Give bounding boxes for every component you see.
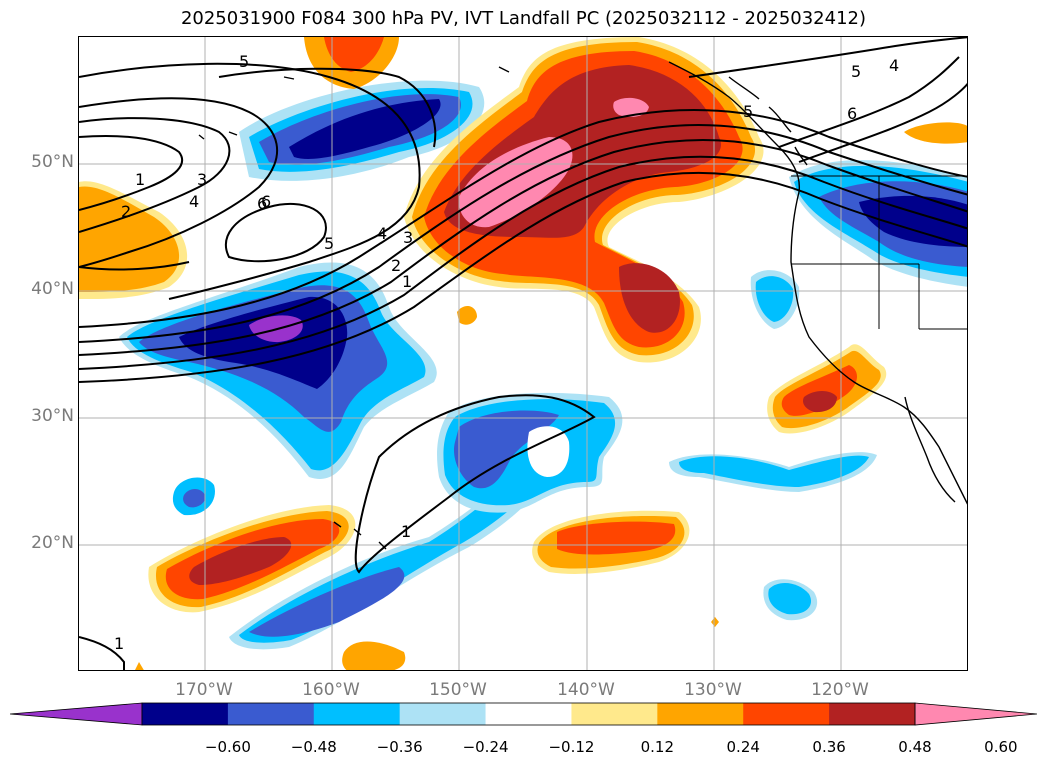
shade-neg-north-4 [289, 99, 441, 159]
colorbar-tick-label: −0.36 [376, 738, 423, 756]
colorbar-tick-label: −0.12 [548, 738, 595, 756]
shade-pos-tr [904, 122, 967, 144]
shade-neg-ne-4 [859, 195, 967, 247]
contour-label: 1 [114, 634, 124, 653]
contour-label: 2 [121, 202, 131, 221]
colorbar-segment [485, 703, 572, 725]
shade-pos-socal-3 [781, 365, 857, 416]
lon-label: 130°W [684, 680, 742, 700]
shade-neg-coast-2 [755, 276, 794, 322]
contour-label: 5 [324, 234, 334, 253]
shade-neg-center-hole [527, 426, 570, 477]
contour-label: 1 [402, 272, 412, 291]
contour-label: 3 [403, 228, 413, 247]
gridlines [79, 37, 967, 670]
lat-label: 30°N [31, 406, 74, 426]
shade-neg-small-2 [183, 489, 206, 508]
lat-label: 20°N [31, 533, 74, 553]
colorbar [10, 702, 1037, 726]
colorbar-tick-label: 0.60 [984, 738, 1018, 756]
colorbar-segment [399, 703, 487, 725]
pv-contours [79, 37, 967, 670]
contour-label: 4 [889, 56, 899, 75]
colorbar-tick-label: 0.24 [726, 738, 760, 756]
shade-neg-sw-3 [249, 567, 405, 637]
contour-label: 6 [261, 192, 271, 211]
contour-label: 5 [239, 52, 249, 71]
shade-pos-left-bottom [135, 662, 144, 670]
shade-pos-main-7 [613, 97, 649, 117]
colorbar-extend-high [914, 702, 1037, 726]
colorbar-tick-label: 0.48 [898, 738, 932, 756]
lon-label: 140°W [557, 680, 615, 700]
coastlines [198, 61, 967, 550]
shade-pos-dot [711, 617, 719, 627]
contour-label: 5 [851, 62, 861, 81]
shade-neg-east-2 [679, 455, 869, 487]
lon-label: 150°W [429, 680, 487, 700]
colorbar-segment [142, 703, 229, 725]
colorbar-extend-low [10, 702, 143, 726]
contour-label: 4 [189, 192, 199, 211]
shade-pos-hawaii [342, 641, 406, 670]
colorbar-border [141, 702, 916, 726]
lon-label: 120°W [811, 680, 869, 700]
colorbar-segment [313, 703, 401, 725]
shade-pos-socal-4 [803, 391, 837, 413]
shade-pos-small-1 [457, 305, 477, 325]
map-panel: 5 5 6 5 4 3 2 1 4 3 2 1 6 1 4 5 6 1 [78, 36, 968, 671]
contour-label: 5 [743, 102, 753, 121]
coast-baja [904, 396, 956, 503]
colorbar-segment [743, 703, 830, 725]
colorbar-segment [657, 703, 744, 725]
anomaly-shading [79, 37, 967, 670]
shade-pos-main-6 [458, 137, 573, 228]
shade-neg-se-2 [768, 582, 812, 615]
coast-north-america [668, 61, 967, 505]
colorbar-tick-label: −0.24 [462, 738, 509, 756]
colorbar-tick-label: 0.36 [812, 738, 846, 756]
lon-label: 170°W [175, 680, 233, 700]
colorbar-tick-label: 0.12 [640, 738, 675, 756]
contour-label: 1 [135, 170, 145, 189]
lat-label: 50°N [31, 152, 74, 172]
colorbar-tick-label: −0.60 [204, 738, 251, 756]
shade-pos-sw-4 [189, 537, 292, 585]
colorbar-segment [829, 703, 916, 725]
contour-label: 6 [257, 194, 267, 213]
lat-label: 40°N [31, 279, 74, 299]
shade-pos-top-2 [324, 37, 384, 72]
shade-pos-west-2 [79, 186, 180, 292]
colorbar-tick-label: −0.48 [290, 738, 337, 756]
shade-pos-main-5 [619, 263, 680, 333]
contour-label: 2 [391, 256, 401, 275]
contour-labels: 5 5 6 5 4 3 2 1 4 3 2 1 6 1 4 5 6 1 [114, 52, 899, 653]
lon-label: 160°W [302, 680, 360, 700]
colorbar-segment [227, 703, 315, 725]
map-svg: 5 5 6 5 4 3 2 1 4 3 2 1 6 1 4 5 6 1 [79, 37, 967, 670]
contour-label: 4 [377, 224, 387, 243]
contour-label: 3 [197, 170, 207, 189]
colorbar-segment [571, 703, 658, 725]
coast-misc [198, 66, 510, 140]
boundaries [791, 175, 967, 330]
contour-label: 1 [401, 522, 411, 541]
contour-label: 6 [847, 104, 857, 123]
chart-title: 2025031900 F084 300 hPa PV, IVT Landfall… [180, 8, 867, 29]
